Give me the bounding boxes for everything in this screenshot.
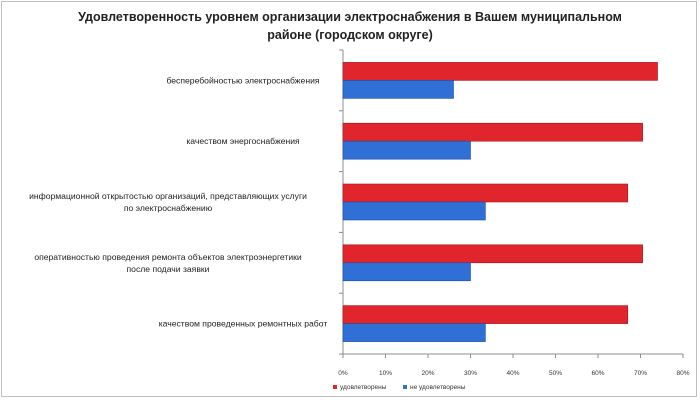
bar-udovletvoreny xyxy=(342,183,629,203)
x-tick-label: 60% xyxy=(591,370,604,377)
x-tick-label: 30% xyxy=(464,370,477,377)
x-tick-label: 40% xyxy=(506,370,519,377)
bar-ne-udovletvoreny xyxy=(342,140,471,160)
legend-swatch xyxy=(333,385,337,389)
bar-ne-udovletvoreny xyxy=(342,323,486,342)
category-label: по электроснабжению xyxy=(124,203,213,213)
bar-ne-udovletvoreny xyxy=(342,201,486,221)
chart-title: Удовлетворенность уровнем организации эл… xyxy=(78,10,622,42)
category-label: информационной открытостью организаций, … xyxy=(29,191,307,201)
x-tick-label: 10% xyxy=(379,370,392,377)
legend-label: не удовлетворены xyxy=(410,384,466,391)
x-tick-label: 80% xyxy=(676,370,689,377)
category-label: качеством проведенных ремонтных работ xyxy=(159,319,328,329)
category-label: после подачи заявки xyxy=(127,264,210,274)
bar-udovletvoreny xyxy=(342,62,658,81)
x-tick-label: 70% xyxy=(634,370,647,377)
bar-ne-udovletvoreny xyxy=(342,80,454,99)
legend-swatch xyxy=(403,385,407,389)
category-label: бесперебойностью электроснабжения xyxy=(166,75,319,85)
category-label: оперативностью проведения ремонта объект… xyxy=(34,252,302,262)
bar-udovletvoreny xyxy=(342,122,643,142)
bar-udovletvoreny xyxy=(342,305,629,324)
legend-label: удовлетворены xyxy=(340,384,387,391)
bar-udovletvoreny xyxy=(342,244,643,264)
x-tick-label: 0% xyxy=(338,370,348,377)
bar-ne-udovletvoreny xyxy=(342,262,471,282)
x-tick-label: 50% xyxy=(549,370,562,377)
x-tick-label: 20% xyxy=(421,370,434,377)
category-label: качеством энергоснабжения xyxy=(186,136,300,146)
